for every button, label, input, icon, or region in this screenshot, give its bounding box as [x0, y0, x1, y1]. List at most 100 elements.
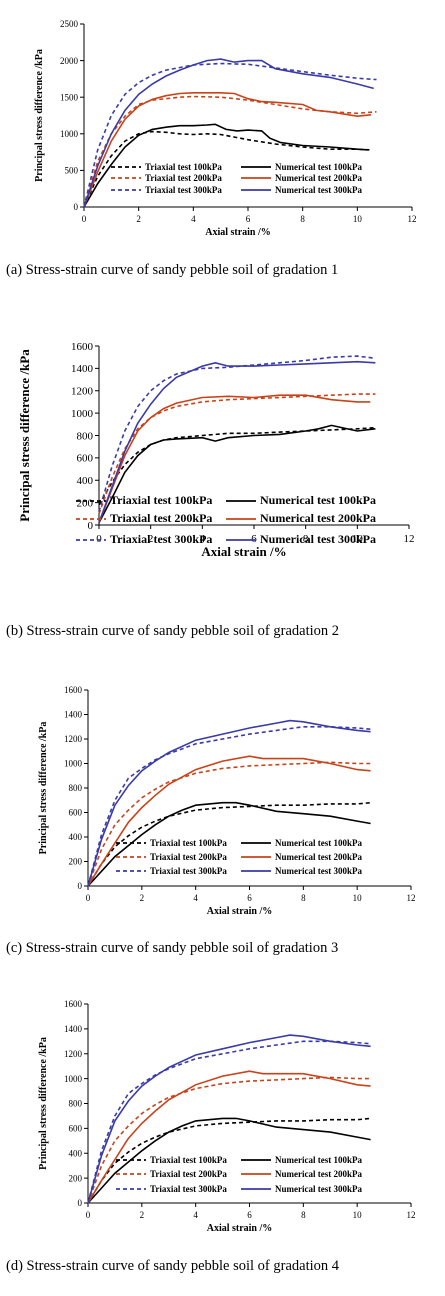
- y-tick-label: 200: [77, 497, 94, 509]
- chart-b-svg: 0 2 4 6 8 10 12 0 200 400 600 800 1000 1200 1400 1600 Ax…: [17, 341, 415, 559]
- legend-label: Numerical test 100kPa: [260, 493, 376, 507]
- y-tick-label: 0: [78, 1198, 83, 1208]
- y-tick-label: 1000: [64, 759, 83, 769]
- x-tick-label: 4: [193, 1210, 198, 1220]
- series-line-1: [83, 130, 372, 208]
- y-tick-label: 400: [69, 1148, 83, 1158]
- legend-label: Numerical test 100kPa: [275, 838, 362, 848]
- y-tick-label: 1400: [64, 1024, 83, 1034]
- series-line-6: [98, 360, 376, 524]
- legend-label: Triaxial test 200kPa: [145, 173, 222, 183]
- y-tick-label: 1600: [64, 685, 83, 695]
- x-tick-label: 0: [86, 893, 91, 903]
- chart-panel-c: 0 2 4 6 8 10 12 0 200 400 600 800 1000 1200 1400 1600 Ax…: [0, 676, 445, 976]
- x-tick-label: 12: [407, 893, 416, 903]
- legend-label: Triaxial test 100kPa: [110, 493, 212, 507]
- y-tick-label: 0: [78, 881, 83, 891]
- legend-label: Triaxial test 200kPa: [150, 1169, 227, 1179]
- legend-label: Numerical test 300kPa: [275, 1184, 362, 1194]
- x-tick-label: 10: [353, 214, 363, 224]
- x-tick-label: 12: [408, 214, 417, 224]
- y-tick-label: 1400: [64, 710, 83, 720]
- x-tick-label: 2: [136, 214, 141, 224]
- y-tick-label: 400: [69, 832, 83, 842]
- y-tick-label: 200: [69, 1173, 83, 1183]
- legend-label: Triaxial test 100kPa: [145, 162, 222, 172]
- y-tick-label: 1000: [60, 129, 79, 139]
- y-axis-label: Principal stress difference /kPa: [34, 49, 45, 182]
- series-line-6: [87, 719, 371, 887]
- series-line-6: [87, 1034, 371, 1204]
- y-tick-label: 1000: [71, 408, 94, 420]
- chart-d-caption: (d) Stress-strain curve of sandy pebble …: [6, 1258, 340, 1274]
- legend-label: Numerical test 100kPa: [275, 1155, 362, 1165]
- x-tick-label: 6: [247, 1210, 252, 1220]
- series-line-3: [98, 355, 376, 512]
- legend-label: Numerical test 200kPa: [275, 1169, 362, 1179]
- chart-panel-d: 0 2 4 6 8 10 12 0 200 400 600 800 1000 1200 1400 1600 Ax…: [0, 992, 445, 1292]
- legend-label: Triaxial test 200kPa: [150, 852, 227, 862]
- legend-label: Numerical test 200kPa: [275, 173, 362, 183]
- x-tick-label: 8: [301, 1210, 306, 1220]
- series-line-3: [87, 1040, 371, 1204]
- legend-label: Triaxial test 300kPa: [150, 1184, 227, 1194]
- y-tick-label: 500: [65, 166, 79, 176]
- series-line-2: [87, 761, 371, 887]
- y-tick-label: 600: [77, 453, 94, 465]
- x-tick-label: 12: [407, 1210, 416, 1220]
- y-tick-label: 1000: [64, 1074, 83, 1084]
- legend-label: Triaxial test 300kPa: [145, 185, 222, 195]
- series-line-5: [87, 755, 371, 887]
- y-tick-label: 800: [77, 430, 94, 442]
- series-line-4: [98, 424, 376, 524]
- series-line-5: [87, 1070, 371, 1204]
- y-tick-label: 600: [69, 1124, 83, 1134]
- y-tick-label: 1600: [71, 341, 94, 353]
- x-tick-label: 4: [191, 214, 196, 224]
- y-tick-label: 2000: [60, 56, 79, 66]
- y-tick-label: 1200: [64, 734, 83, 744]
- y-tick-label: 0: [88, 520, 94, 532]
- y-tick-label: 200: [69, 857, 83, 867]
- x-axis-label: Axial strain /%: [205, 227, 271, 238]
- legend-label: Numerical test 300kPa: [275, 185, 362, 195]
- series-line-6: [83, 58, 374, 208]
- x-tick-label: 2: [140, 1210, 145, 1220]
- x-tick-label: 6: [246, 214, 251, 224]
- x-tick-label: 6: [247, 893, 252, 903]
- y-tick-label: 1400: [71, 363, 94, 375]
- legend-label: Triaxial test 300kPa: [150, 866, 227, 876]
- legend-label: Triaxial test 300kPa: [110, 532, 212, 546]
- y-tick-label: 1500: [60, 92, 79, 102]
- series-line-5: [83, 92, 372, 208]
- chart-c-caption: (c) Stress-strain curve of sandy pebble …: [6, 940, 339, 956]
- series-line-4: [87, 801, 371, 887]
- legend-label: Numerical test 300kPa: [275, 866, 362, 876]
- x-tick-label: 10: [352, 533, 364, 545]
- series-line-4: [87, 1117, 371, 1204]
- x-tick-label: 8: [301, 893, 306, 903]
- y-axis-label: Principal stress difference /kPa: [17, 349, 32, 522]
- x-tick-label: 0: [86, 1210, 91, 1220]
- legend-label: Numerical test 200kPa: [260, 511, 376, 525]
- y-tick-label: 2500: [60, 19, 79, 29]
- x-tick-label: 8: [303, 533, 309, 545]
- x-tick-label: 10: [353, 1210, 363, 1220]
- chart-panel-b: 0 2 4 6 8 10 12 0 200 400 600 800 1000 1200 1400 1600 Ax…: [0, 318, 445, 648]
- legend-label: Numerical test 100kPa: [275, 162, 362, 172]
- x-axis-label: Axial strain /%: [207, 1223, 273, 1234]
- x-tick-label: 6: [251, 533, 257, 545]
- x-tick-label: 2: [148, 533, 154, 545]
- legend-label: Numerical test 200kPa: [275, 852, 362, 862]
- y-tick-label: 0: [74, 202, 79, 212]
- series-line-5: [98, 394, 371, 524]
- legend-label: Triaxial test 200kPa: [110, 511, 212, 525]
- y-tick-label: 1200: [64, 1049, 83, 1059]
- y-tick-label: 600: [69, 808, 83, 818]
- chart-panel-a: 0 2 4 6 8 10 12 0 500 1000 1500 2000 2500 Axial strai…: [0, 0, 445, 290]
- chart-b-caption: (b) Stress-strain curve of sandy pebble …: [6, 623, 340, 639]
- x-tick-label: 2: [140, 893, 145, 903]
- y-axis-label: Principal stress difference /kPa: [38, 1037, 49, 1170]
- y-tick-label: 800: [69, 783, 83, 793]
- x-tick-label: 10: [353, 893, 363, 903]
